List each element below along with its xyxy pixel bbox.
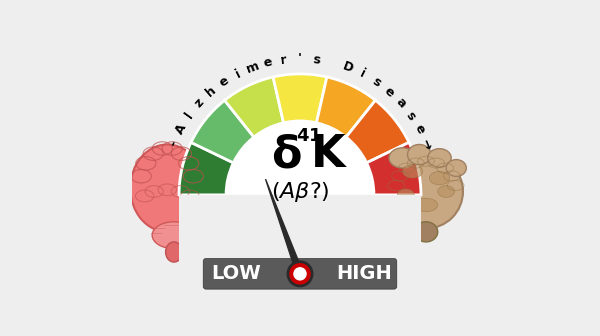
Text: -: -	[167, 139, 181, 149]
Wedge shape	[191, 100, 254, 163]
Wedge shape	[316, 77, 376, 137]
Text: z: z	[192, 96, 207, 110]
Text: i: i	[358, 67, 367, 81]
Ellipse shape	[152, 222, 196, 249]
Bar	[179, 195, 421, 316]
Text: LOW: LOW	[211, 264, 261, 283]
Text: A: A	[173, 122, 189, 137]
Polygon shape	[266, 179, 303, 275]
Text: $\mathbf{41}$: $\mathbf{41}$	[296, 127, 321, 145]
Text: ': '	[298, 52, 302, 65]
Text: →: →	[418, 137, 434, 151]
Text: a: a	[393, 96, 408, 111]
Text: m: m	[244, 59, 261, 76]
Ellipse shape	[403, 165, 422, 178]
Wedge shape	[224, 77, 284, 137]
Text: s: s	[403, 109, 418, 122]
Text: r: r	[280, 53, 287, 67]
Text: i: i	[233, 67, 242, 81]
Wedge shape	[179, 142, 233, 195]
Text: s: s	[311, 53, 320, 67]
Ellipse shape	[414, 198, 438, 212]
Wedge shape	[346, 100, 409, 163]
Text: l: l	[183, 110, 196, 121]
Text: h: h	[203, 84, 218, 100]
Wedge shape	[273, 74, 327, 123]
Circle shape	[287, 261, 313, 287]
Ellipse shape	[389, 155, 463, 228]
FancyBboxPatch shape	[203, 259, 397, 289]
Text: e: e	[382, 84, 397, 99]
Text: $\mathbf{K}$: $\mathbf{K}$	[310, 133, 347, 176]
Wedge shape	[226, 121, 374, 195]
Ellipse shape	[407, 144, 431, 165]
Ellipse shape	[438, 185, 455, 198]
Text: e: e	[217, 74, 231, 90]
Text: e: e	[412, 122, 427, 136]
Ellipse shape	[446, 160, 466, 176]
Text: s: s	[370, 75, 383, 89]
Text: e: e	[262, 55, 274, 70]
Text: D: D	[340, 59, 355, 75]
Ellipse shape	[397, 189, 414, 201]
Ellipse shape	[130, 144, 204, 232]
Text: $(A\beta?)$: $(A\beta?)$	[271, 179, 329, 204]
Ellipse shape	[414, 222, 438, 242]
Ellipse shape	[428, 149, 451, 167]
Circle shape	[290, 264, 310, 284]
Text: $\mathbf{\delta}$: $\mathbf{\delta}$	[271, 133, 302, 176]
Ellipse shape	[389, 148, 416, 168]
Ellipse shape	[430, 171, 449, 185]
Circle shape	[294, 268, 306, 280]
Text: HIGH: HIGH	[336, 264, 392, 283]
Ellipse shape	[166, 242, 182, 262]
Wedge shape	[367, 142, 421, 195]
